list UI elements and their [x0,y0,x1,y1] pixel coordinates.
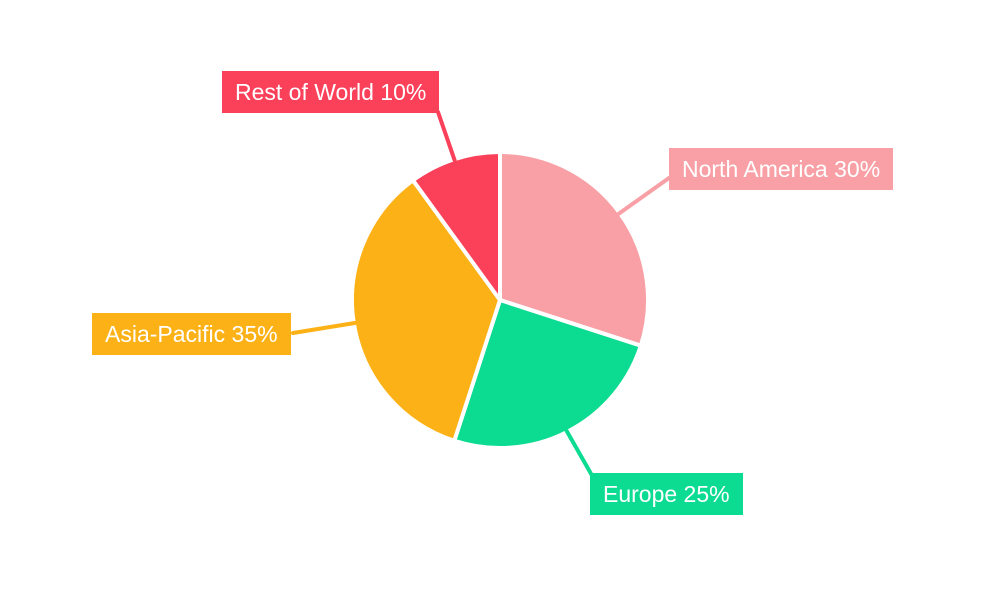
pie-label-text-asia-pacific: Asia-Pacific 35% [105,321,278,347]
leader-line-north-america [616,176,671,216]
leader-line-asia-pacific [291,321,357,335]
pie-label-rest-of-world: Rest of World 10% [222,71,440,114]
pie-label-asia-pacific: Asia-Pacific 35% [92,313,291,356]
pie-label-europe: Europe 25% [590,473,743,516]
pie-label-north-america: North America 30% [669,148,894,191]
leader-line-rest-of-world [436,110,457,163]
pie-label-text-europe: Europe 25% [603,481,730,507]
leader-line-europe [564,429,596,481]
pie-label-text-rest-of-world: Rest of World 10% [235,79,427,105]
pie-label-text-north-america: North America 30% [682,156,881,182]
